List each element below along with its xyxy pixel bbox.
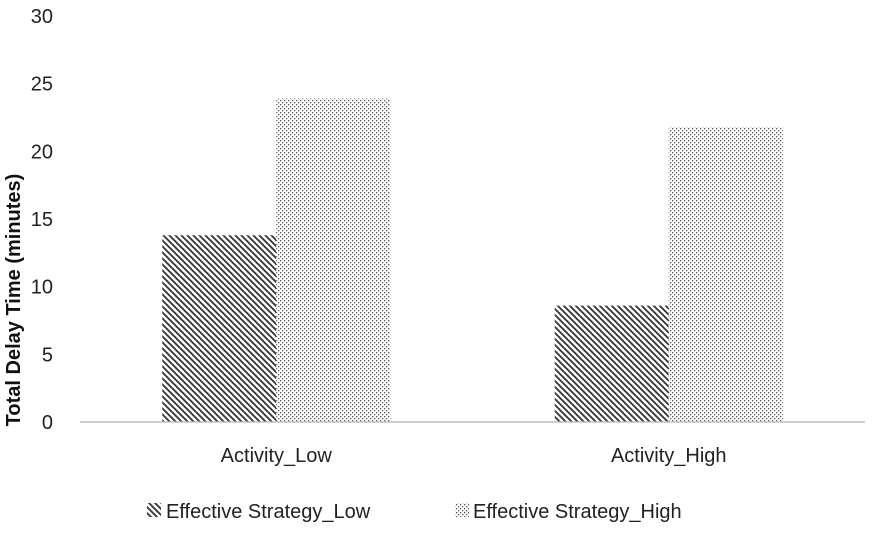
y-tick-label: 15 — [31, 209, 53, 231]
y-tick-label: 0 — [42, 412, 53, 434]
bar-strategy-low-activity-low — [162, 235, 277, 422]
bar-strategy-high-activity-high — [668, 126, 783, 423]
legend: Effective Strategy_Low Effective Strategy… — [147, 501, 682, 523]
y-tick-label: 30 — [31, 6, 53, 28]
y-axis-title: Total Delay Time (minutes) — [3, 174, 25, 427]
x-category-label: Activity_High — [611, 445, 727, 467]
bars — [162, 98, 783, 423]
y-axis-ticks: 0 5 10 15 20 25 30 — [31, 6, 53, 434]
y-tick-label: 10 — [31, 277, 53, 299]
y-tick-label: 5 — [42, 344, 53, 366]
legend-label: Effective Strategy_Low — [166, 501, 371, 523]
y-tick-label: 20 — [31, 141, 53, 163]
bar-strategy-high-activity-low — [276, 98, 391, 422]
legend-label: Effective Strategy_High — [473, 501, 682, 523]
x-axis-labels: Activity_Low Activity_High — [221, 445, 727, 467]
legend-item: Effective Strategy_Low — [147, 501, 371, 523]
y-tick-label: 25 — [31, 74, 53, 96]
legend-item: Effective Strategy_High — [455, 501, 682, 523]
legend-swatch — [455, 503, 469, 517]
bar-strategy-low-activity-high — [554, 305, 669, 422]
legend-swatch — [147, 503, 161, 517]
x-category-label: Activity_Low — [221, 445, 333, 467]
